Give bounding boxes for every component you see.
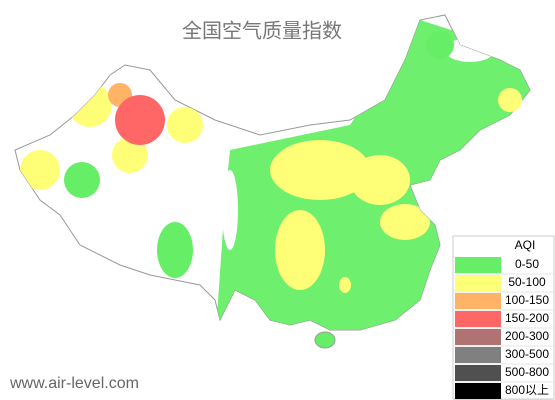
map-title: 全国空气质量指数	[182, 19, 342, 42]
legend-swatch	[455, 329, 501, 345]
aqi-area	[426, 31, 454, 59]
legend-swatch	[455, 347, 501, 363]
legend-swatch	[455, 293, 501, 309]
aqi-area	[498, 88, 522, 112]
legend-label: 50-100	[508, 275, 546, 289]
legend-label: 800以上	[505, 383, 549, 397]
legend-label: 200-300	[505, 329, 549, 343]
legend-label: 500-800	[505, 365, 549, 379]
legend-title: AQI	[515, 238, 536, 252]
legend-swatch	[455, 311, 501, 327]
island	[314, 331, 336, 349]
legend-label: 0-50	[515, 257, 539, 271]
legend-swatch	[455, 365, 501, 381]
legend-swatch	[455, 275, 501, 291]
legend-label: 100-150	[505, 293, 549, 307]
legend-label: 150-200	[505, 311, 549, 325]
watermark: www.air-level.com	[9, 375, 139, 392]
legend-label: 300-500	[505, 347, 549, 361]
legend-swatch	[455, 383, 501, 399]
legend: AQI 0-50 50-100 100-150 150-200 200-300 300-5…	[452, 235, 555, 400]
legend-swatch	[455, 257, 501, 273]
